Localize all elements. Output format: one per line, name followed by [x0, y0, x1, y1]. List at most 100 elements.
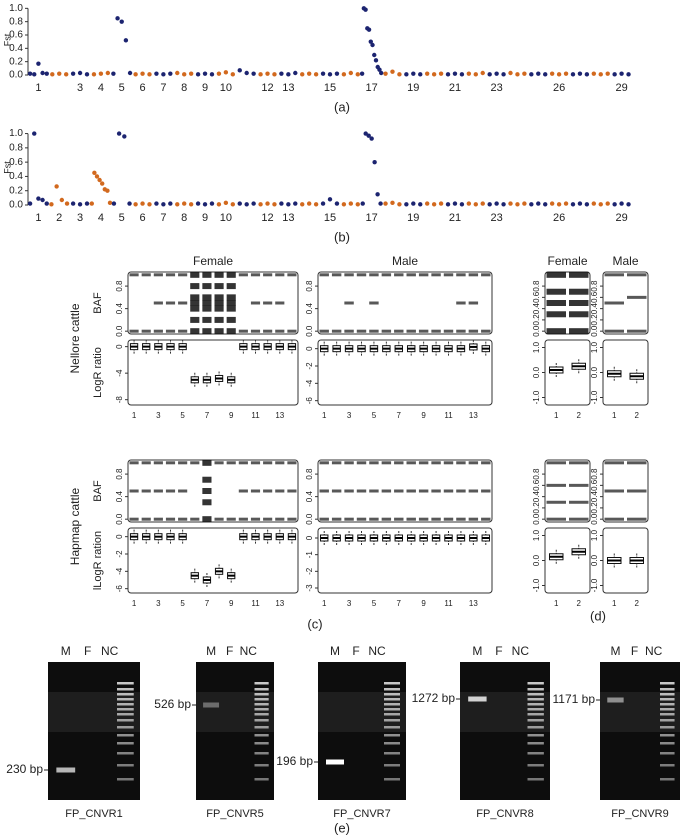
- baf-band: [190, 294, 200, 301]
- snp-point: [466, 201, 472, 206]
- column-title: Female: [547, 254, 587, 268]
- x-tick-label: 11: [444, 599, 453, 608]
- snp-point: [480, 201, 485, 206]
- snp-point: [411, 71, 416, 76]
- snp-point: [209, 201, 215, 206]
- y-tick-label: 0.6: [590, 479, 599, 491]
- x-tick-label: 21: [449, 82, 461, 94]
- snp-point: [105, 188, 110, 193]
- baf-band: [406, 489, 416, 493]
- baf-band: [627, 329, 647, 333]
- x-tick-label: 13: [469, 411, 478, 420]
- x-tick-label: 2: [635, 411, 640, 420]
- snp-point: [529, 202, 534, 207]
- ladder-band: [384, 708, 400, 711]
- x-tick-label: 1: [554, 411, 559, 420]
- baf-band: [431, 489, 441, 493]
- lane-label: NC: [101, 644, 119, 658]
- snp-point: [286, 72, 291, 77]
- baf-band: [263, 329, 273, 333]
- y-tick-label: 0.0: [115, 325, 124, 337]
- snp-point: [570, 72, 576, 77]
- baf-band: [627, 461, 647, 465]
- lane-label: M: [206, 644, 216, 658]
- x-tick-label: 15: [324, 212, 336, 224]
- snp-point: [279, 201, 284, 206]
- ladder-band: [117, 688, 134, 691]
- baf-band: [381, 489, 392, 493]
- baf-band: [381, 273, 392, 277]
- baf-band: [226, 294, 236, 301]
- baf-band: [418, 489, 429, 493]
- snp-point: [313, 202, 319, 207]
- ladder-band: [384, 703, 400, 706]
- x-tick-label: 26: [553, 212, 565, 224]
- snp-point: [515, 202, 520, 207]
- x-tick-label: 13: [282, 82, 294, 94]
- ladder-band: [527, 752, 544, 755]
- ladder-band: [660, 682, 675, 685]
- ladder-band: [384, 682, 400, 685]
- baf-band: [456, 301, 466, 305]
- plot-frame: [317, 271, 493, 335]
- baf-band: [238, 461, 248, 465]
- snp-point: [54, 184, 59, 189]
- snp-point: [36, 61, 41, 66]
- x-tick-label: 1: [132, 599, 137, 608]
- x-tick-label: 3: [347, 411, 352, 420]
- ladder-band: [254, 708, 269, 711]
- baf-band: [165, 273, 176, 277]
- snp-point: [161, 202, 166, 207]
- snp-point: [94, 174, 100, 179]
- y-tick-label: 0.0: [305, 513, 314, 525]
- row-label: Nellore cattle: [68, 303, 82, 373]
- snp-point: [140, 201, 145, 206]
- ladder-band: [254, 752, 269, 755]
- x-tick-label: 1: [554, 599, 559, 608]
- baf-band: [250, 517, 261, 521]
- snp-point: [265, 201, 270, 206]
- baf-band: [569, 461, 589, 465]
- x-tick-label: 13: [275, 411, 284, 420]
- snp-point: [598, 202, 603, 207]
- x-tick-label: 29: [615, 82, 627, 94]
- baf-band: [319, 273, 329, 277]
- y-tick-label: 0.8: [115, 280, 124, 292]
- baf-band: [627, 273, 647, 277]
- snp-point: [543, 202, 548, 207]
- snp-point: [320, 71, 326, 76]
- snp-point: [175, 70, 180, 76]
- baf-band: [394, 489, 404, 493]
- snp-point: [348, 201, 354, 206]
- snp-point: [115, 16, 120, 21]
- y-tick-label: 0.0: [590, 325, 599, 337]
- snp-point: [140, 71, 145, 76]
- ladder-band: [254, 742, 269, 745]
- snp-point: [375, 192, 380, 197]
- snp-point: [327, 197, 333, 202]
- baf-band: [214, 283, 224, 290]
- ladder-band: [660, 719, 675, 722]
- y-tick-label: -1: [305, 551, 314, 559]
- snp-point: [251, 201, 256, 206]
- x-tick-label: 7: [160, 82, 166, 94]
- baf-band: [394, 273, 404, 277]
- baf-band: [394, 461, 404, 465]
- snp-point: [378, 201, 383, 206]
- snp-point: [32, 72, 37, 77]
- snp-point: [105, 70, 111, 76]
- x-tick-label: 11: [251, 599, 260, 608]
- snp-point: [373, 58, 379, 63]
- y-tick-label: 0.0: [532, 513, 541, 525]
- baf-band: [569, 288, 589, 295]
- snp-point: [397, 202, 402, 207]
- x-tick-label: 3: [77, 212, 83, 224]
- panel-caption: (e): [334, 820, 350, 835]
- ladder-band: [384, 752, 400, 755]
- snp-point: [363, 7, 368, 12]
- y-tick-label: 0: [305, 535, 314, 540]
- snp-point: [359, 71, 365, 76]
- ladder-band: [117, 693, 134, 696]
- x-tick-label: 3: [156, 411, 161, 420]
- sample-band: [56, 767, 76, 773]
